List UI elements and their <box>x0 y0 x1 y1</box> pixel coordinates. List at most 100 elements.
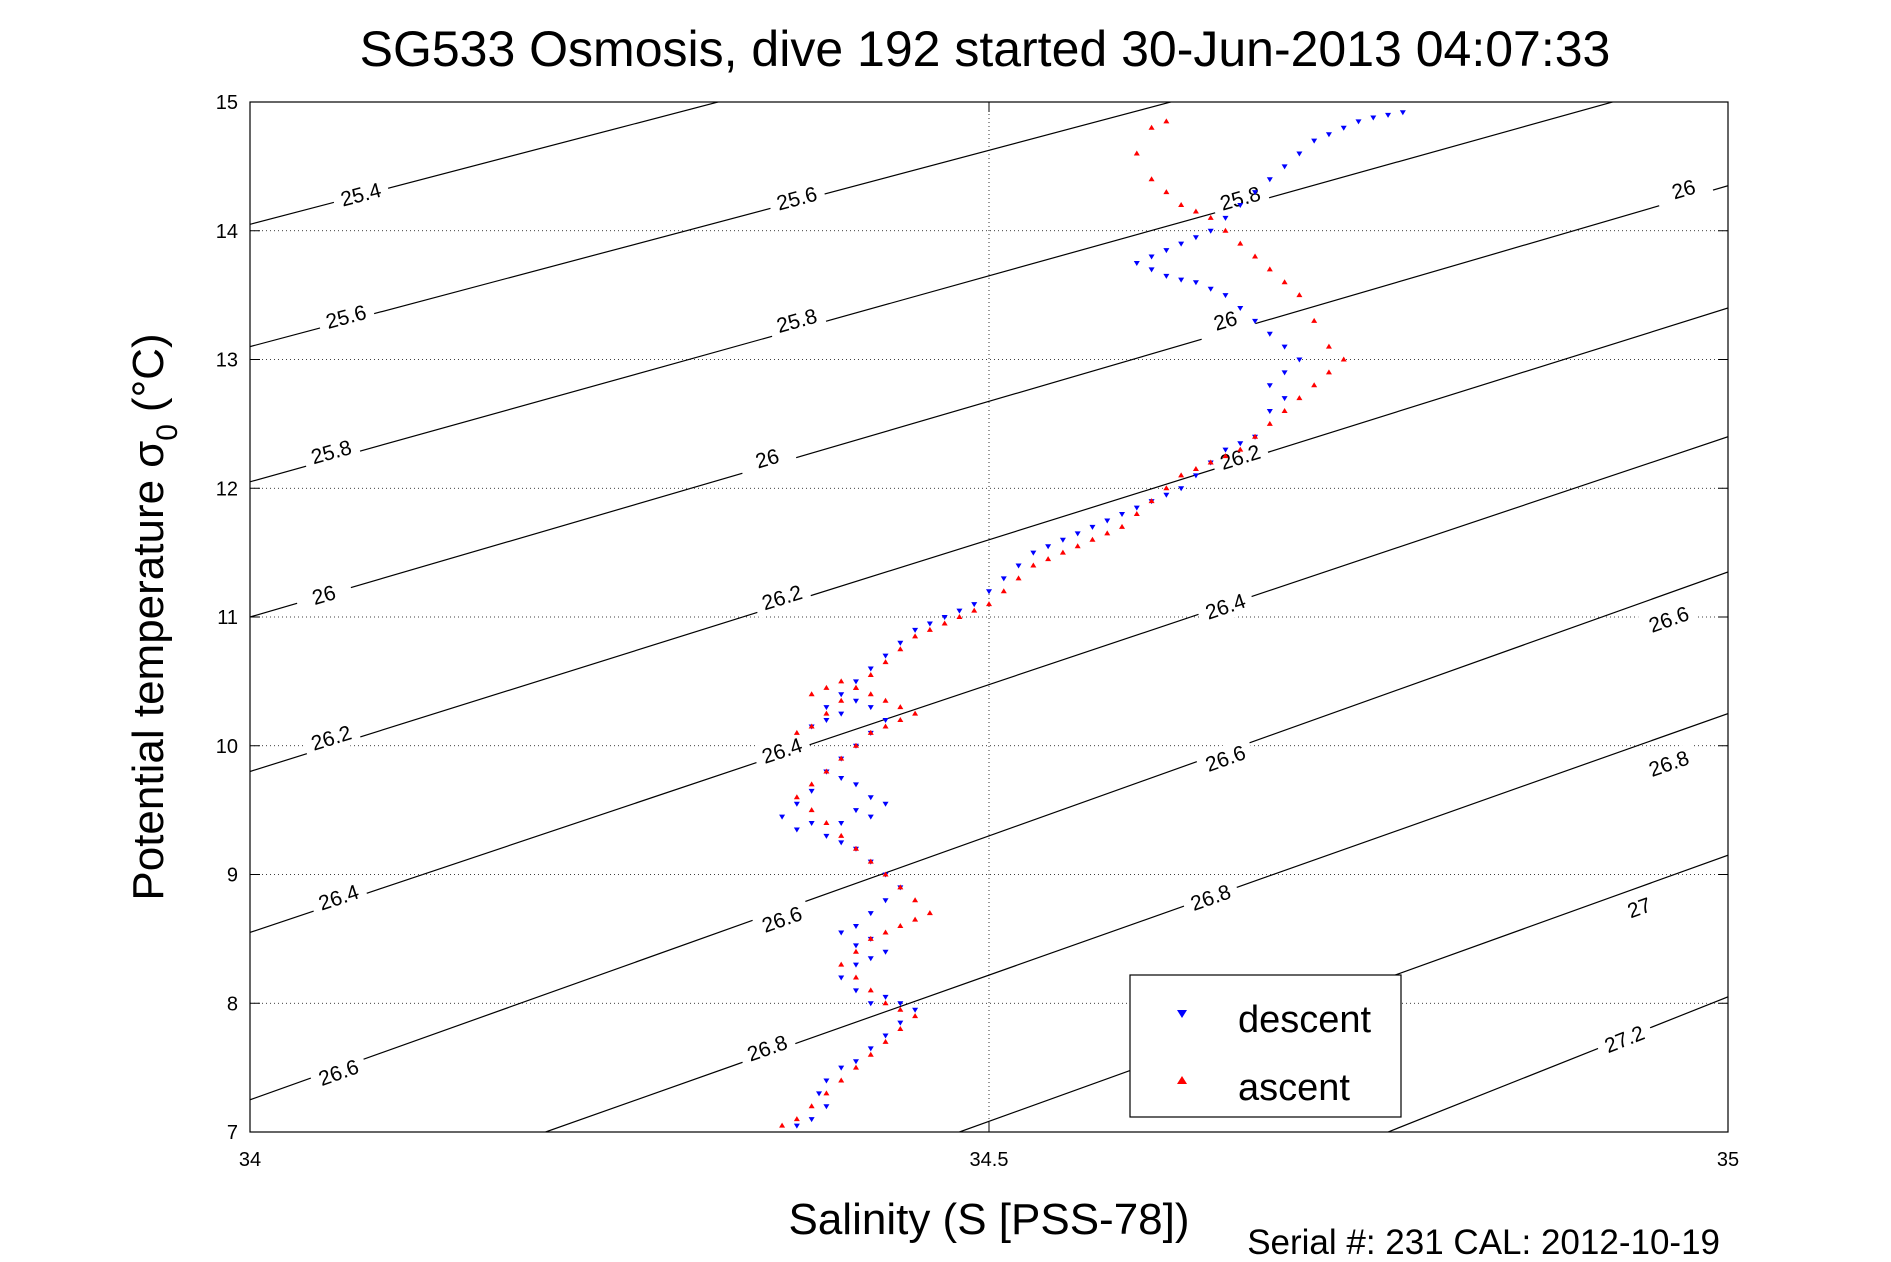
ascent-point <box>926 910 933 916</box>
contour-label-background <box>330 175 392 215</box>
ascent-point <box>852 684 859 690</box>
descent-point <box>1148 267 1155 273</box>
contour-line <box>1387 996 1728 1132</box>
ascent-point <box>897 646 904 652</box>
contour-label-background <box>1209 436 1271 479</box>
descent-point <box>1222 447 1229 453</box>
descent-point <box>1000 576 1007 582</box>
contour-label-background <box>736 1026 799 1070</box>
y-tick-label: 14 <box>216 221 238 243</box>
ascent-point <box>912 633 919 639</box>
descent-point <box>941 615 948 620</box>
legend-ascent-label: ascent <box>1238 1067 1350 1109</box>
descent-point <box>1325 132 1332 138</box>
descent-point <box>1119 512 1126 517</box>
descent-point <box>1133 260 1140 266</box>
descent-point <box>838 975 845 981</box>
ascent-point <box>867 858 874 864</box>
descent-point <box>882 1033 889 1039</box>
ascent-point <box>852 742 859 748</box>
descent-point <box>823 705 830 711</box>
descent-point <box>823 718 830 723</box>
ascent-point <box>1119 523 1126 529</box>
ascent-point <box>882 697 889 703</box>
ascent-point <box>838 832 845 838</box>
contour-label-background <box>751 897 813 942</box>
descent-point <box>926 621 933 627</box>
ascent-point <box>986 601 992 607</box>
descent-point <box>956 608 963 614</box>
ascent-point <box>793 729 800 735</box>
contour-label-background <box>1653 169 1715 210</box>
descent-point <box>867 814 874 820</box>
ascent-point <box>897 1026 904 1031</box>
descent-point <box>808 1117 815 1123</box>
descent-point <box>897 640 904 646</box>
ascent-point <box>1015 575 1022 581</box>
ascent-point <box>1178 202 1185 207</box>
ascent-point <box>867 691 874 697</box>
contour-line <box>250 571 1728 1101</box>
ascent-point <box>882 659 889 665</box>
ascent-point <box>1045 556 1052 562</box>
contour-label-background <box>300 717 362 759</box>
ascent-point <box>867 987 874 993</box>
ascent-point <box>956 614 963 619</box>
descent-point <box>793 1123 800 1129</box>
contour-label-background <box>1209 178 1271 219</box>
descent-point <box>1178 486 1185 492</box>
descent-point <box>882 718 889 723</box>
descent-point <box>867 1001 874 1007</box>
ascent-point <box>882 929 889 935</box>
y-tick-label: 10 <box>216 736 238 758</box>
ascent-point <box>882 1000 889 1006</box>
descent-point <box>1222 215 1229 221</box>
descent-point <box>838 692 845 698</box>
contour-label-background <box>1638 742 1700 786</box>
legend: descent ascent <box>1129 974 1402 1118</box>
contour-label-background <box>766 300 828 341</box>
ascent-point <box>1133 150 1140 156</box>
ascent-point <box>1222 453 1229 459</box>
descent-point <box>1059 537 1066 543</box>
ascent-point <box>1148 176 1155 182</box>
plot-area <box>250 102 1728 1132</box>
ascent-point <box>882 723 889 729</box>
descent-point <box>882 653 889 659</box>
descent-point <box>852 943 859 949</box>
data-points <box>779 110 1406 1129</box>
descent-point <box>1222 293 1229 299</box>
descent-point <box>1207 228 1214 234</box>
chart-title: SG533 Osmosis, dive 192 started 30-Jun-2… <box>360 21 1611 77</box>
descent-point <box>816 1091 823 1097</box>
x-tick-label: 34 <box>239 1149 261 1171</box>
descent-point <box>838 840 845 846</box>
descent-point <box>852 808 859 814</box>
descent-point <box>1266 383 1273 389</box>
descent-point <box>1281 164 1288 170</box>
ascent-point <box>852 974 859 980</box>
descent-point <box>838 1065 845 1071</box>
descent-point <box>1104 518 1111 524</box>
contour-label-background <box>1608 886 1671 930</box>
descent-point <box>852 1059 859 1065</box>
descent-point <box>1252 190 1259 196</box>
ascent-point <box>808 1103 815 1109</box>
ascent-point <box>1163 189 1170 195</box>
descent-point <box>1281 396 1288 402</box>
descent-point <box>1192 280 1199 286</box>
ascent-point <box>808 781 815 787</box>
ascent-point <box>1237 240 1244 246</box>
ascent-point <box>823 820 830 825</box>
descent-point <box>882 949 889 955</box>
contour-label-background <box>315 297 377 337</box>
descent-point <box>1385 112 1392 118</box>
ascent-point <box>1192 208 1199 214</box>
ascent-point <box>1104 530 1111 536</box>
ascent-point <box>1163 118 1170 124</box>
ascent-point <box>897 717 904 722</box>
descent-point <box>1207 286 1214 292</box>
ascent-point <box>1192 465 1199 471</box>
ascent-point <box>1074 543 1081 549</box>
